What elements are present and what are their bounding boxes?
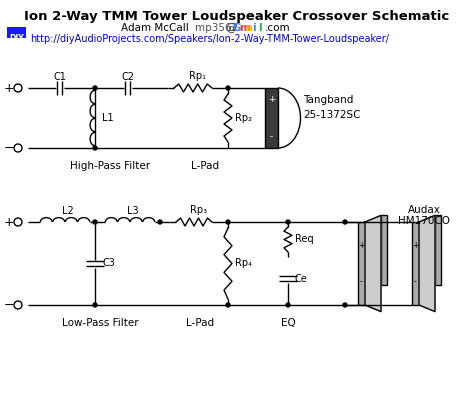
Text: l: l: [258, 23, 262, 33]
Text: Adam McCall: Adam McCall: [121, 23, 189, 33]
Text: +: +: [4, 82, 14, 94]
Circle shape: [93, 303, 97, 307]
Text: http://diyAudioProjects.com/Speakers/Ion-2-Way-TMM-Tower-Loudspeaker/: http://diyAudioProjects.com/Speakers/Ion…: [30, 34, 389, 44]
Text: EQ: EQ: [281, 318, 295, 328]
Circle shape: [226, 86, 230, 90]
Polygon shape: [365, 215, 381, 312]
Text: a: a: [246, 23, 253, 33]
Circle shape: [93, 146, 97, 150]
Text: -: -: [360, 277, 363, 286]
Text: HM170CO: HM170CO: [398, 216, 450, 226]
Text: Rp₂: Rp₂: [235, 113, 252, 123]
Bar: [265, 88, 278, 148]
Text: Low-Pass Filter: Low-Pass Filter: [62, 318, 138, 328]
Bar: [381, 215, 387, 285]
Text: L2: L2: [62, 206, 73, 216]
Text: Audax: Audax: [408, 205, 440, 215]
Text: G: G: [233, 23, 241, 33]
Text: -: -: [270, 133, 273, 142]
Text: Rp₁: Rp₁: [190, 71, 207, 81]
Text: m: m: [239, 23, 250, 33]
Circle shape: [343, 220, 347, 224]
Text: −: −: [4, 142, 14, 154]
Text: -: -: [414, 277, 417, 286]
Text: +: +: [268, 94, 275, 103]
Bar: [7, 27, 26, 38]
Circle shape: [343, 303, 347, 307]
Bar: [435, 215, 441, 285]
Text: Ce: Ce: [295, 273, 308, 283]
Text: .com: .com: [264, 23, 290, 33]
Polygon shape: [419, 215, 435, 312]
Text: L-Pad: L-Pad: [191, 161, 219, 171]
Text: 25-1372SC: 25-1372SC: [303, 110, 361, 120]
Text: L1: L1: [102, 113, 114, 123]
Text: C3: C3: [103, 258, 116, 269]
Circle shape: [93, 220, 97, 224]
Bar: [358, 222, 365, 305]
Text: −: −: [4, 298, 14, 312]
Text: Req: Req: [295, 234, 314, 244]
Circle shape: [286, 220, 290, 224]
Text: +: +: [358, 241, 365, 250]
Text: Ion 2-Way TMM Tower Loudspeaker Crossover Schematic: Ion 2-Way TMM Tower Loudspeaker Crossove…: [24, 10, 450, 23]
Text: +: +: [412, 241, 419, 250]
Circle shape: [226, 220, 230, 224]
Circle shape: [226, 303, 230, 307]
Circle shape: [286, 303, 290, 307]
Text: C2: C2: [121, 72, 135, 82]
Text: mp3562: mp3562: [195, 23, 238, 33]
Text: @: @: [225, 23, 236, 33]
Text: Rp₄: Rp₄: [235, 258, 252, 269]
Text: Rp₃: Rp₃: [191, 205, 208, 215]
Text: +: +: [4, 215, 14, 228]
Text: L3: L3: [127, 206, 138, 216]
Text: High-Pass Filter: High-Pass Filter: [70, 161, 150, 171]
Circle shape: [158, 220, 162, 224]
Text: C1: C1: [54, 72, 66, 82]
Text: i: i: [252, 23, 255, 33]
Circle shape: [93, 86, 97, 90]
Text: Tangband: Tangband: [303, 95, 354, 105]
Bar: [412, 222, 419, 305]
Text: DIY: DIY: [9, 34, 24, 43]
Text: L-Pad: L-Pad: [186, 318, 214, 328]
